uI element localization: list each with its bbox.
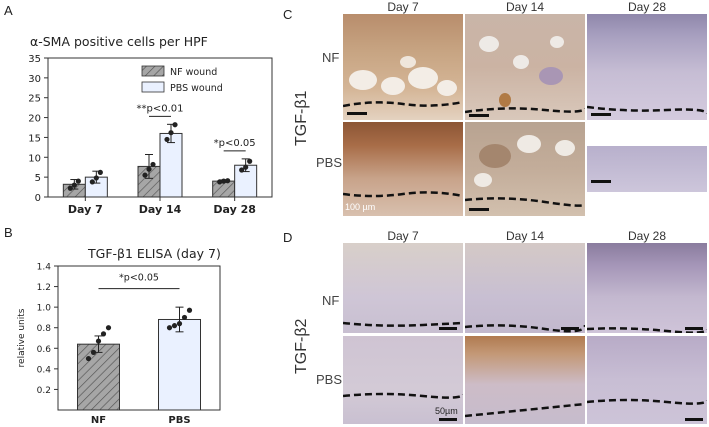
chart-a-xtick-label-0: Day 7 [68,203,103,216]
chart-a-ytick-label-6: 30 [28,74,41,85]
point-1-1-1 [168,130,174,136]
chart-b-title: TGF-β1 ELISA (day 7) [88,246,221,261]
chart-b-ytick-label-3: 0.8 [37,324,52,334]
d-row-label-nf: NF [322,293,340,308]
point-1-1-0 [164,136,170,143]
chart-a-annotation-1: *p<0.05 [214,138,256,149]
point-1-0-1 [93,175,99,181]
panel-label-b: B [4,225,13,240]
point-0-0-1 [71,182,77,188]
chart-b-point-0-1 [90,349,97,355]
chart-b-ylabel: relative units [17,308,27,367]
chart-b-point-0-2 [95,338,102,344]
point-0-1-0 [142,172,148,178]
c-scale-bar-label: 100 µm [345,202,376,212]
chart-b-ytick-label-5: 1.2 [37,283,51,293]
c-col-label-day7: Day 7 [387,0,419,14]
micrograph-c-pbs-day14 [465,122,585,216]
chart-b-ytick-label-6: 1.4 [37,263,52,273]
bar-nf [77,343,120,411]
point-1-2-1 [243,164,249,170]
chart-a-ytick-label-7: 35 [28,54,41,65]
legend-label-0: NF wound [170,67,217,78]
point-1-2-2 [247,158,253,164]
c-col-label-day28: Day 28 [627,0,667,14]
point-0-1-1 [146,166,152,172]
point-1-0-2 [97,169,103,175]
legend-swatch-0 [141,65,165,77]
chart-a-xtick-label-2: Day 28 [213,203,256,216]
chart-a-ytick-label-3: 15 [28,133,41,144]
panel-label-c: C [283,7,293,22]
micrograph-c-pbs-day28 [587,146,707,192]
chart-a-ytick-label-2: 10 [28,153,41,164]
chart-b-point-1-3 [181,314,188,321]
chart-b-xtick-label-1: PBS [168,415,190,426]
legend-label-1: PBS wound [170,83,223,94]
chart-b-point-1-2 [176,321,183,327]
chart-a-ytick-label-0: 0 [35,193,41,204]
point-0-2-1 [221,178,227,184]
bar-pbs [158,318,201,411]
chart-b: 0.2 0.4 0.6 0.8 1.0 1.2 1.4 relative units NF PBS… [17,263,221,426]
micrograph-c-nf-day7 [343,14,463,120]
point-0-1-2 [150,161,156,168]
chart-b-point-1-1 [171,323,178,329]
chart-b-point-0-0 [85,355,92,362]
chart-a-ytick-label-5: 25 [28,94,41,105]
micrograph-d-nf-day14 [465,243,585,333]
micrograph-d-nf-day7 [343,243,463,333]
d-col-label-day14: Day 14 [505,229,545,243]
point-0-2-0 [217,179,223,185]
chart-a-xtick-label-1: Day 14 [139,203,182,216]
legend-swatch-1 [141,81,165,93]
chart-b-ytick-label-1: 0.4 [37,365,52,375]
point-1-1-2 [172,122,178,128]
chart-b-point-0-3 [100,331,107,337]
point-1-0-0 [89,179,95,185]
micrograph-d-pbs-day14 [465,336,585,424]
c-col-label-day14: Day 14 [505,0,545,14]
d-scale-bar-label: 50µm [435,406,458,416]
chart-b-point-1-4 [186,307,193,313]
c-row-label-pbs: PBS [316,155,343,170]
chart-b-frame [57,265,221,411]
chart-b-point-0-4 [105,325,112,331]
micrograph-d-pbs-day7: 50µm [343,336,463,424]
d-col-label-day7: Day 7 [387,229,419,243]
point-1-2-0 [239,167,245,173]
panel-label-d: D [283,230,293,245]
c-marker-label: TGF-β1 [293,90,310,146]
chart-b-ytick-label-4: 1.0 [37,304,52,314]
micrograph-c-nf-day14 [465,14,585,120]
d-marker-label: TGF-β2 [293,318,310,374]
micrograph-d-pbs-day28 [587,336,707,424]
chart-a-annotation-0: **p<0.01 [137,103,184,114]
chart-b-point-1-0 [166,325,173,331]
micrograph-d-nf-day28 [587,243,707,333]
chart-a-ytick-label-1: 5 [35,173,41,184]
point-0-2-2 [225,178,231,184]
c-row-label-nf: NF [322,50,340,65]
chart-a-ytick-label-4: 20 [28,114,41,125]
chart-b-ytick-label-0: 0.2 [37,386,51,396]
chart-b-annotation: *p<0.05 [119,273,159,284]
chart-a: 0 5 10 15 20 25 30 35 Day 7 Day 14 Day 28 **p<0.01 *… [28,54,273,216]
chart-a-title: α-SMA positive cells per HPF [30,34,208,49]
panel-label-a: A [4,3,13,18]
micrograph-c-pbs-day7: 100 µm [343,122,463,216]
micrograph-c-nf-day28 [587,14,707,120]
d-col-label-day28: Day 28 [627,229,667,243]
chart-b-ytick-label-2: 0.6 [37,345,52,355]
d-row-label-pbs: PBS [316,372,343,387]
point-0-0-0 [67,185,73,191]
point-0-0-2 [75,178,81,184]
chart-b-xtick-label-0: NF [91,415,106,426]
